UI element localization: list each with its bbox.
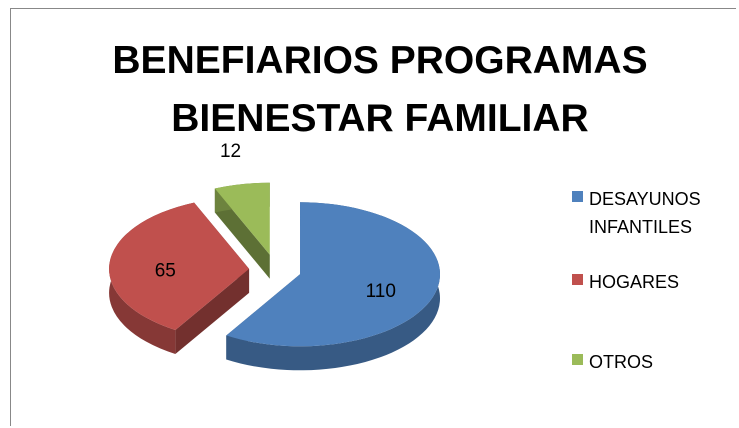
legend-item: OTROS — [572, 348, 729, 376]
legend-swatch — [572, 191, 583, 202]
slice — [109, 202, 250, 331]
legend-label: OTROS — [589, 352, 654, 372]
legend-swatch — [572, 274, 583, 285]
legend-label: DESAYUNOS INFANTILES — [589, 189, 701, 237]
slice — [226, 202, 441, 347]
data-label: 65 — [155, 261, 176, 282]
chart-title: BENEFIARIOS PROGRAMAS BIENESTAR FAMILIAR — [112, 39, 648, 140]
chart-frame — [10, 8, 736, 426]
slice-side — [175, 268, 250, 355]
slice-side — [214, 188, 270, 279]
data-label: 12 — [220, 141, 241, 162]
legend-item: DESAYUNOS INFANTILES — [572, 185, 729, 241]
legend-item: HOGARES — [572, 268, 729, 296]
slice — [214, 182, 270, 255]
data-label: 110 — [366, 281, 396, 302]
slice-side — [226, 202, 441, 371]
legend-label: HOGARES — [589, 272, 680, 292]
legend-swatch — [572, 354, 583, 365]
